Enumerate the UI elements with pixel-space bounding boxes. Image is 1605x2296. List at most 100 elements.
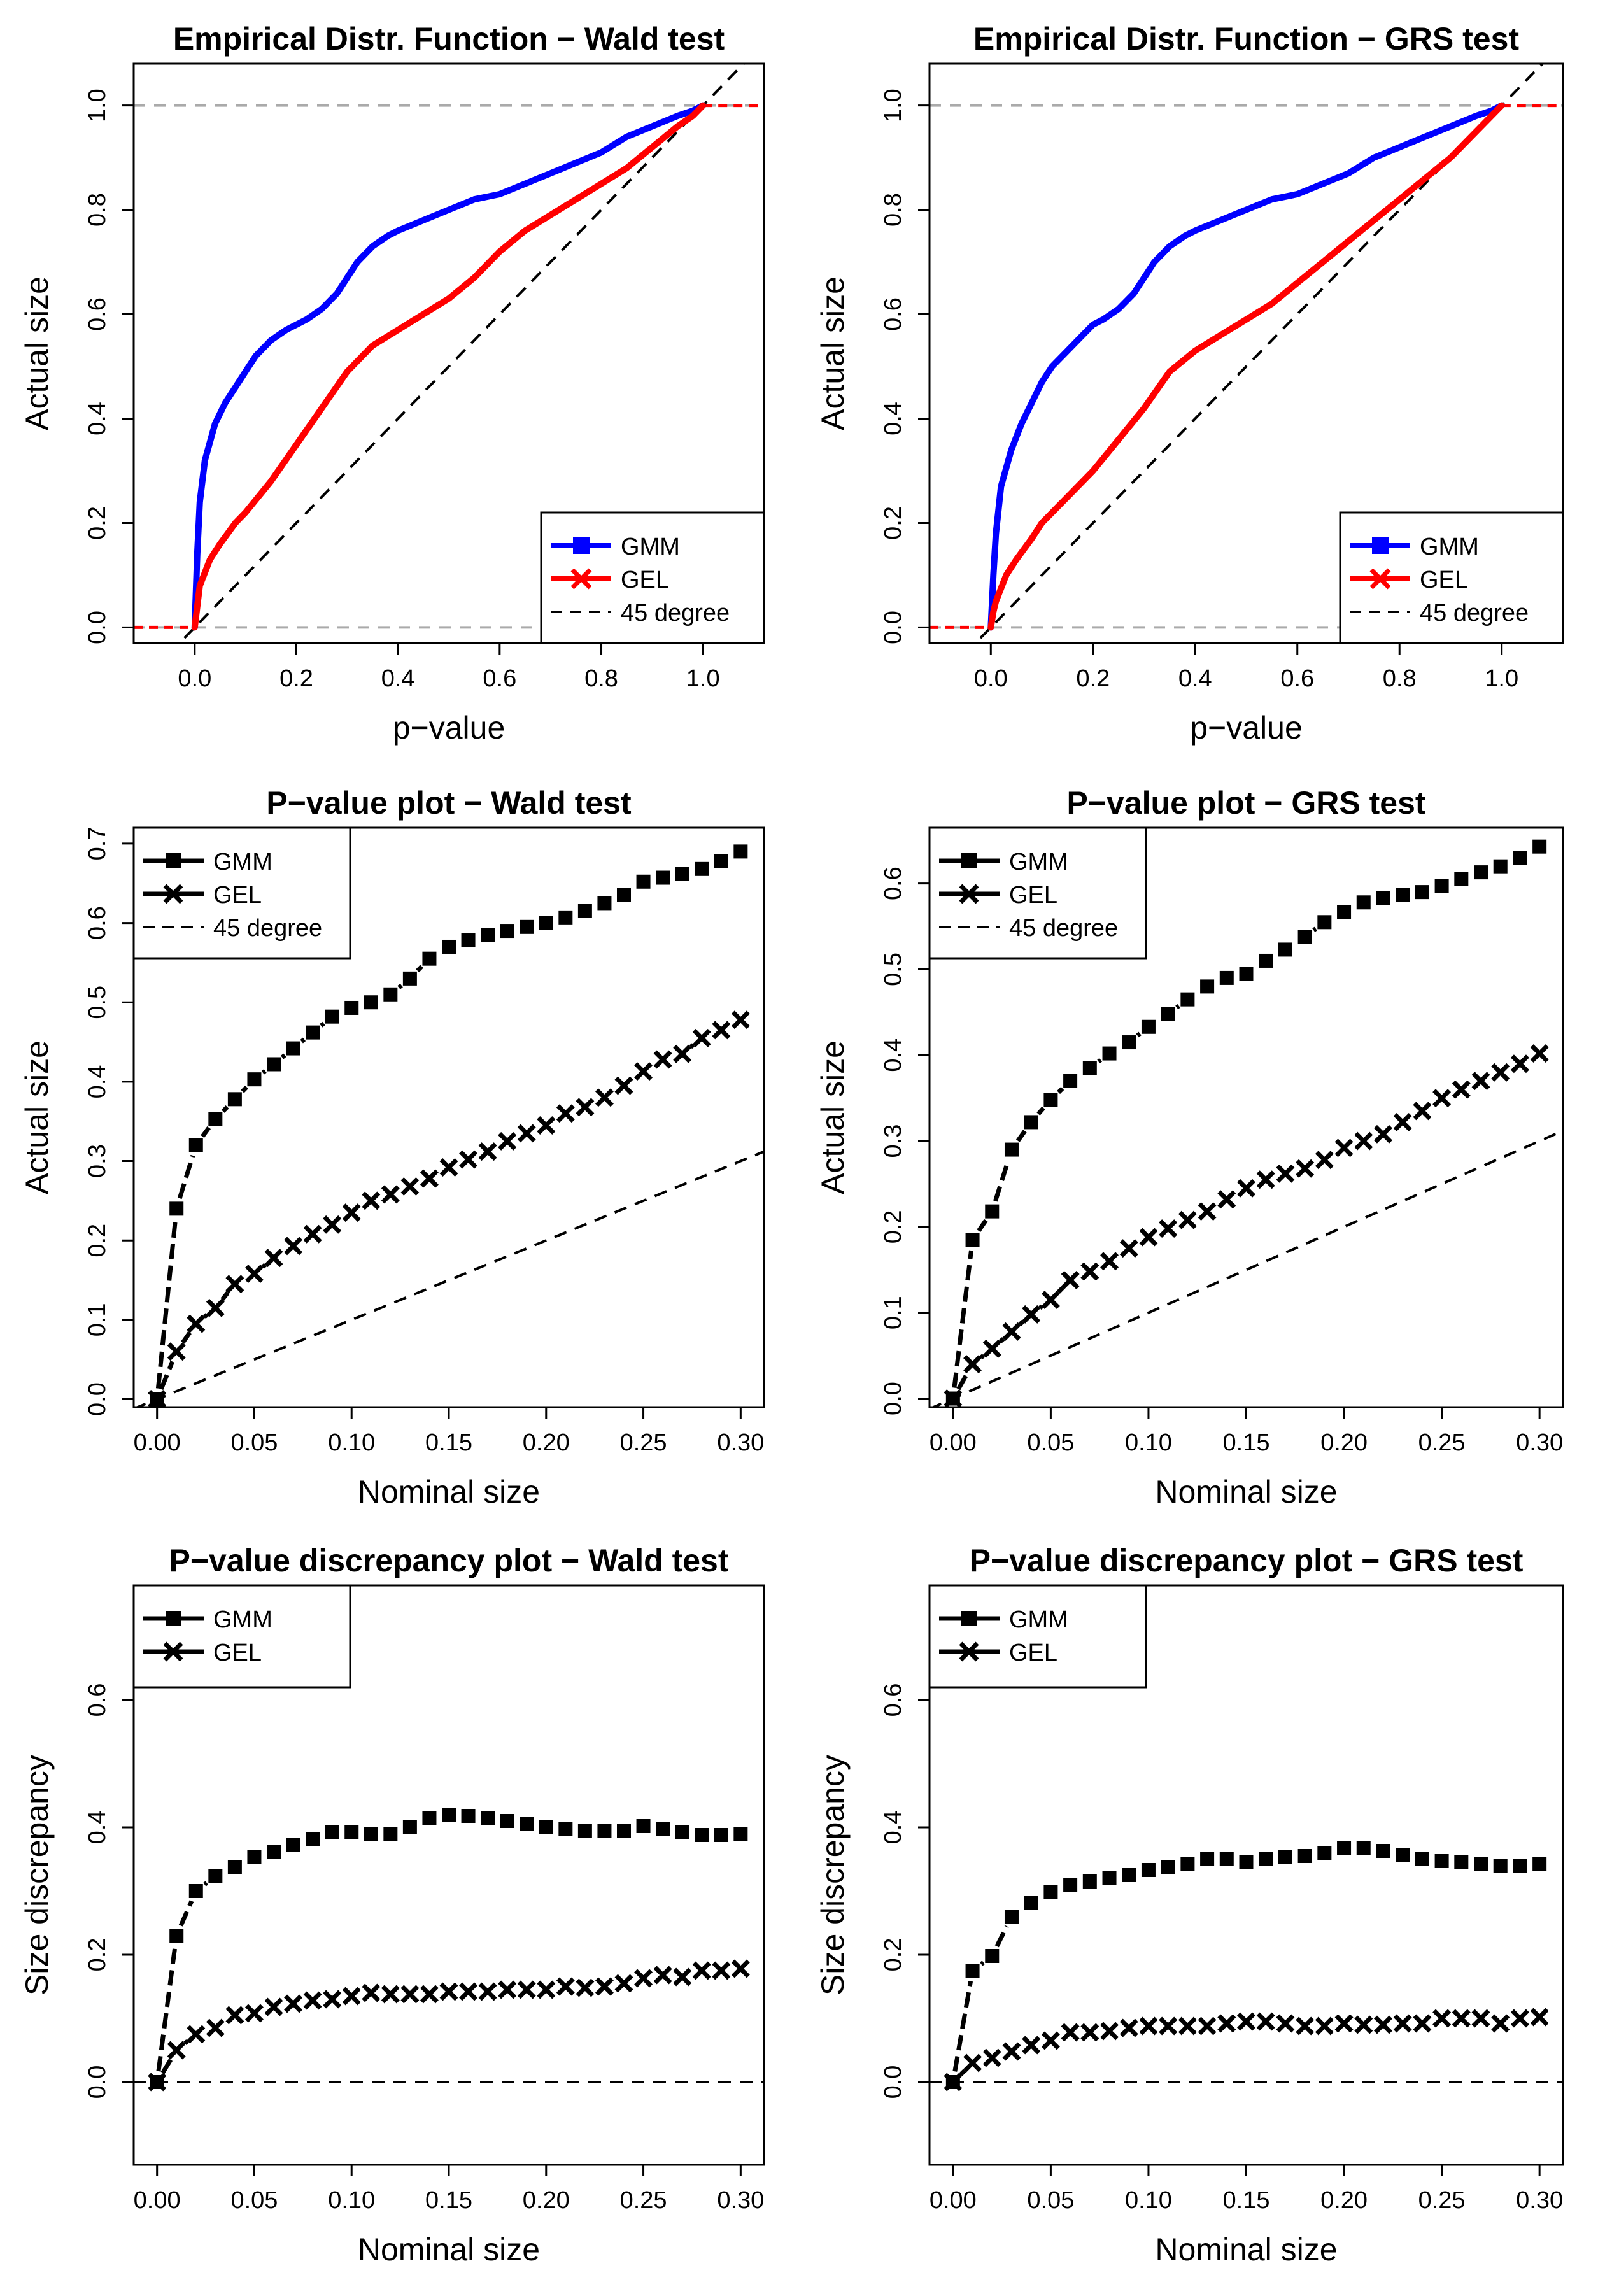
gmm-point bbox=[286, 1838, 300, 1852]
gel-point bbox=[614, 1974, 633, 1993]
x-tick-label: 0.20 bbox=[1320, 2187, 1368, 2214]
gel-point bbox=[1119, 2018, 1138, 2037]
y-tick-label: 1.0 bbox=[84, 89, 111, 122]
y-tick-label: 0.2 bbox=[84, 1224, 111, 1258]
chart-title: Empirical Distr. Function − Wald test bbox=[173, 21, 725, 57]
x-tick-label: 0.20 bbox=[523, 2187, 570, 2214]
gel-point bbox=[284, 1994, 303, 2013]
gmm-point bbox=[965, 1233, 980, 1247]
gel-point bbox=[1334, 2014, 1354, 2033]
gmm-point bbox=[1102, 1871, 1117, 1885]
gel-point bbox=[1510, 1054, 1529, 1074]
gmm-point bbox=[267, 1845, 281, 1859]
gmm-point bbox=[985, 1204, 1000, 1219]
gmm-point bbox=[1396, 1848, 1410, 1862]
legend-label-0: GMM bbox=[1009, 849, 1068, 875]
gel-point bbox=[537, 1980, 556, 1999]
gel-point bbox=[1139, 2016, 1158, 2036]
gel-point bbox=[1002, 2042, 1021, 2061]
plot-area bbox=[930, 839, 1563, 1407]
chart-title: P−value plot − GRS test bbox=[1066, 785, 1425, 821]
x-tick-label: 0.05 bbox=[1027, 2187, 1074, 2214]
x-tick-label: 0.6 bbox=[483, 665, 516, 692]
gel-point bbox=[1276, 1164, 1295, 1183]
gmm-point bbox=[1493, 859, 1508, 874]
y-tick-label: 0.2 bbox=[880, 1938, 907, 1972]
x-tick-label: 0.25 bbox=[620, 1429, 667, 1456]
legend-x-marker bbox=[163, 884, 183, 904]
legend-x-marker bbox=[959, 1641, 979, 1662]
y-tick-label: 0.2 bbox=[880, 506, 907, 540]
gel-point bbox=[517, 1980, 536, 1999]
x-tick-label: 0.15 bbox=[1223, 1429, 1270, 1456]
legend-label-1: GEL bbox=[1420, 567, 1468, 593]
x-tick-label: 0.4 bbox=[1178, 665, 1212, 692]
series-gel-line bbox=[160, 2039, 189, 2074]
gmm-point bbox=[965, 1964, 980, 1978]
y-axis-label: Actual size bbox=[815, 276, 851, 430]
gmm-point bbox=[461, 933, 476, 948]
gmm-point bbox=[695, 861, 709, 876]
legend-label-0: GMM bbox=[621, 534, 680, 560]
legend-label-2: 45 degree bbox=[213, 915, 322, 942]
legend-label-2: 45 degree bbox=[621, 600, 730, 627]
chart-pv_wald: P−value plot − Wald test Nominal size Actu… bbox=[19, 785, 765, 1510]
gel-point bbox=[1276, 2014, 1295, 2033]
gel-point bbox=[634, 1969, 653, 1988]
gel-point bbox=[595, 1977, 614, 1996]
legend: GMM GEL bbox=[132, 1584, 351, 1689]
gmm-point bbox=[1259, 953, 1273, 968]
gmm-point bbox=[1200, 1852, 1215, 1866]
legend-x-marker bbox=[163, 1641, 183, 1662]
series-gel-line bbox=[987, 102, 1505, 631]
y-tick-label: 0.2 bbox=[880, 1210, 907, 1244]
x-tick-label: 0.15 bbox=[425, 2187, 472, 2214]
gmm-point bbox=[306, 1025, 320, 1040]
gmm-point bbox=[422, 951, 437, 966]
y-tick-label: 0.0 bbox=[84, 611, 111, 644]
gel-point bbox=[1061, 1270, 1080, 1289]
gel-point bbox=[478, 1142, 497, 1161]
gmm-point bbox=[1532, 1857, 1547, 1871]
gel-point bbox=[1080, 2023, 1099, 2042]
gmm-point bbox=[1063, 1878, 1078, 1892]
gmm-point bbox=[247, 1850, 262, 1864]
gmm-point bbox=[1376, 1844, 1390, 1858]
gmm-point bbox=[1180, 1857, 1195, 1871]
y-tick-label: 0.5 bbox=[880, 953, 907, 986]
y-tick-label: 0.7 bbox=[84, 827, 111, 861]
legend-label-0: GMM bbox=[1420, 534, 1479, 560]
x-tick-label: 1.0 bbox=[686, 665, 720, 692]
x-tick-label: 0.8 bbox=[584, 665, 618, 692]
gmm-point bbox=[1317, 915, 1332, 930]
gmm-point bbox=[1532, 839, 1547, 854]
gmm-point bbox=[481, 928, 495, 942]
gmm-point bbox=[383, 987, 398, 1002]
chart-title: Empirical Distr. Function − GRS test bbox=[973, 21, 1519, 57]
gmm-point bbox=[1297, 930, 1312, 944]
gmm-point bbox=[520, 919, 534, 934]
gel-point bbox=[944, 2073, 963, 2092]
gmm-point bbox=[520, 1817, 534, 1831]
gel-point bbox=[206, 1298, 225, 1317]
gmm-point bbox=[325, 1009, 339, 1024]
gel-point bbox=[420, 1169, 439, 1188]
gel-point bbox=[1022, 2036, 1041, 2055]
gel-point bbox=[225, 2006, 244, 2025]
gmm-point bbox=[442, 939, 456, 954]
gmm-point bbox=[383, 1827, 398, 1841]
gel-point bbox=[187, 1314, 206, 1333]
gmm-point bbox=[733, 1827, 748, 1841]
gmm-point bbox=[1043, 1885, 1058, 1899]
x-axis-label: Nominal size bbox=[358, 2232, 540, 2267]
gel-point bbox=[1041, 2031, 1060, 2050]
legend-label-1: GEL bbox=[213, 1640, 262, 1666]
x-tick-label: 0.2 bbox=[1076, 665, 1110, 692]
x-tick-label: 0.30 bbox=[1516, 2187, 1563, 2214]
gel-point bbox=[944, 1389, 963, 1407]
gmm-point bbox=[1474, 1857, 1488, 1871]
y-tick-label: 0.8 bbox=[84, 193, 111, 227]
plot-frame bbox=[928, 62, 1564, 644]
x-tick-label: 0.25 bbox=[1418, 2187, 1466, 2214]
gmm-point bbox=[169, 1201, 184, 1216]
